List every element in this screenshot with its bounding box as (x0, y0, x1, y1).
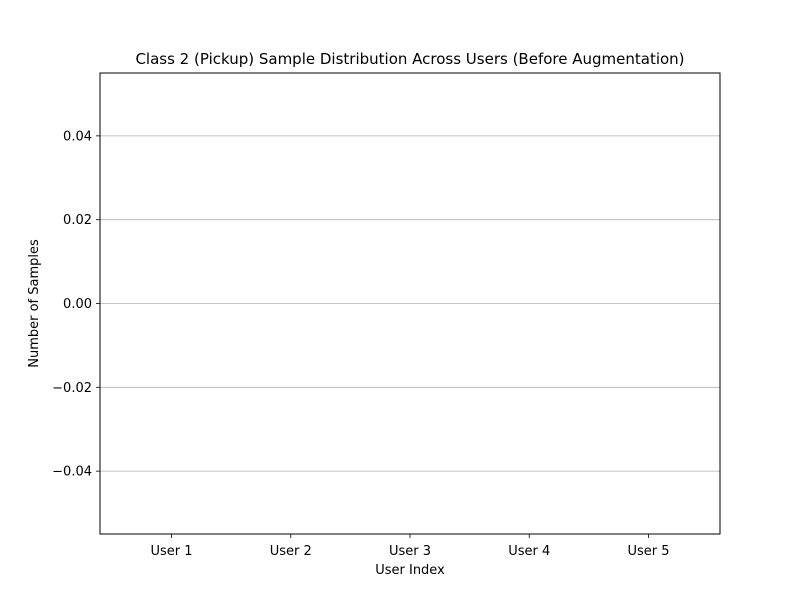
y-axis-label: Number of Samples (27, 239, 42, 368)
x-tick-label: User 1 (151, 544, 193, 559)
x-axis-label: User Index (375, 563, 445, 578)
x-axis-ticks: User 1 User 2 User 3 User 4 User 5 (151, 534, 669, 559)
gridlines (100, 135, 720, 472)
x-tick-label: User 2 (270, 544, 312, 559)
y-tick-label: −0.04 (52, 465, 92, 480)
x-tick-label: User 3 (389, 544, 431, 559)
x-tick-label: User 4 (508, 544, 550, 559)
chart-title: Class 2 (Pickup) Sample Distribution Acr… (135, 50, 684, 68)
y-axis-ticks: −0.04 −0.02 0.00 0.02 0.04 (52, 129, 100, 480)
y-tick-label: 0.02 (63, 213, 92, 228)
y-tick-label: 0.04 (63, 129, 92, 144)
x-tick-label: User 5 (627, 544, 669, 559)
y-tick-label: −0.02 (52, 381, 92, 396)
y-tick-label: 0.00 (63, 297, 92, 312)
